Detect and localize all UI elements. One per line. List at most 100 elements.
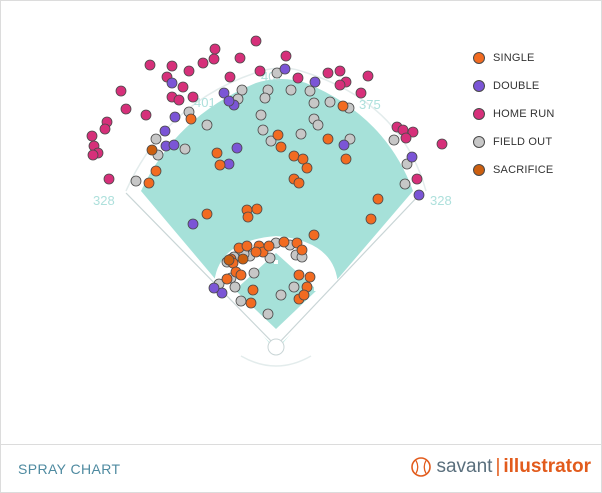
legend-item-home-run[interactable]: HOME RUN <box>473 100 555 128</box>
point-home-run[interactable] <box>254 65 266 77</box>
point-home-run[interactable] <box>436 138 448 150</box>
point-home-run[interactable] <box>362 70 374 82</box>
point-single[interactable] <box>245 297 257 309</box>
legend-item-double[interactable]: DOUBLE <box>473 72 555 100</box>
point-double[interactable] <box>413 189 425 201</box>
point-single[interactable] <box>297 153 309 165</box>
point-single[interactable] <box>201 208 213 220</box>
point-home-run[interactable] <box>120 103 132 115</box>
point-sacrifice[interactable] <box>146 144 158 156</box>
point-home-run[interactable] <box>209 43 221 55</box>
point-home-run[interactable] <box>292 72 304 84</box>
point-single[interactable] <box>251 203 263 215</box>
point-single[interactable] <box>322 133 334 145</box>
point-field-out[interactable] <box>308 97 320 109</box>
point-field-out[interactable] <box>255 109 267 121</box>
point-home-run[interactable] <box>87 149 99 161</box>
point-home-run[interactable] <box>197 57 209 69</box>
point-single[interactable] <box>293 177 305 189</box>
point-single[interactable] <box>304 271 316 283</box>
point-single[interactable] <box>211 147 223 159</box>
point-home-run[interactable] <box>183 65 195 77</box>
point-single[interactable] <box>372 193 384 205</box>
point-single[interactable] <box>214 159 226 171</box>
point-double[interactable] <box>168 139 180 151</box>
point-field-out[interactable] <box>262 308 274 320</box>
point-double[interactable] <box>231 142 243 154</box>
legend-item-field-out[interactable]: FIELD OUT <box>473 128 555 156</box>
point-home-run[interactable] <box>334 79 346 91</box>
point-single[interactable] <box>296 244 308 256</box>
point-sacrifice[interactable] <box>237 253 249 265</box>
point-single[interactable] <box>143 177 155 189</box>
legend-item-single[interactable]: SINGLE <box>473 44 555 72</box>
point-single[interactable] <box>263 240 275 252</box>
point-home-run[interactable] <box>144 59 156 71</box>
point-field-out[interactable] <box>150 133 162 145</box>
point-double[interactable] <box>216 287 228 299</box>
point-field-out[interactable] <box>235 295 247 307</box>
point-home-run[interactable] <box>322 67 334 79</box>
point-single[interactable] <box>241 240 253 252</box>
point-home-run[interactable] <box>407 126 419 138</box>
point-double[interactable] <box>338 139 350 151</box>
point-home-run[interactable] <box>334 65 346 77</box>
point-home-run[interactable] <box>355 87 367 99</box>
point-field-out[interactable] <box>264 252 276 264</box>
point-home-run[interactable] <box>86 130 98 142</box>
point-single[interactable] <box>247 284 259 296</box>
point-home-run[interactable] <box>187 91 199 103</box>
point-single[interactable] <box>250 246 262 258</box>
point-double[interactable] <box>223 95 235 107</box>
point-home-run[interactable] <box>166 60 178 72</box>
point-single[interactable] <box>301 162 313 174</box>
point-home-run[interactable] <box>103 173 115 185</box>
point-field-out[interactable] <box>236 84 248 96</box>
point-double[interactable] <box>279 63 291 75</box>
point-home-run[interactable] <box>234 52 246 64</box>
point-field-out[interactable] <box>388 134 400 146</box>
point-double[interactable] <box>166 77 178 89</box>
point-home-run[interactable] <box>224 71 236 83</box>
point-field-out[interactable] <box>285 84 297 96</box>
point-field-out[interactable] <box>275 289 287 301</box>
point-field-out[interactable] <box>259 92 271 104</box>
point-field-out[interactable] <box>229 281 241 293</box>
point-field-out[interactable] <box>288 281 300 293</box>
point-single[interactable] <box>150 165 162 177</box>
point-single[interactable] <box>185 113 197 125</box>
point-home-run[interactable] <box>411 173 423 185</box>
point-home-run[interactable] <box>208 53 220 65</box>
point-single[interactable] <box>278 236 290 248</box>
point-home-run[interactable] <box>99 123 111 135</box>
point-home-run[interactable] <box>250 35 262 47</box>
point-field-out[interactable] <box>324 96 336 108</box>
point-field-out[interactable] <box>295 128 307 140</box>
point-home-run[interactable] <box>115 85 127 97</box>
point-double[interactable] <box>208 282 220 294</box>
point-single[interactable] <box>298 289 310 301</box>
point-single[interactable] <box>235 269 247 281</box>
point-home-run[interactable] <box>400 132 412 144</box>
legend-item-sacrifice[interactable]: SACRIFICE <box>473 156 555 184</box>
point-home-run[interactable] <box>177 81 189 93</box>
point-field-out[interactable] <box>248 267 260 279</box>
point-sacrifice[interactable] <box>223 254 235 266</box>
point-field-out[interactable] <box>304 85 316 97</box>
point-field-out[interactable] <box>265 135 277 147</box>
point-single[interactable] <box>308 229 320 241</box>
point-field-out[interactable] <box>257 124 269 136</box>
point-single[interactable] <box>337 100 349 112</box>
point-double[interactable] <box>169 111 181 123</box>
point-double[interactable] <box>223 158 235 170</box>
point-single[interactable] <box>242 211 254 223</box>
point-double[interactable] <box>406 151 418 163</box>
point-single[interactable] <box>293 269 305 281</box>
point-field-out[interactable] <box>312 119 324 131</box>
point-double[interactable] <box>187 218 199 230</box>
point-field-out[interactable] <box>399 178 411 190</box>
point-single[interactable] <box>288 150 300 162</box>
point-single[interactable] <box>365 213 377 225</box>
point-home-run[interactable] <box>280 50 292 62</box>
point-field-out[interactable] <box>130 175 142 187</box>
